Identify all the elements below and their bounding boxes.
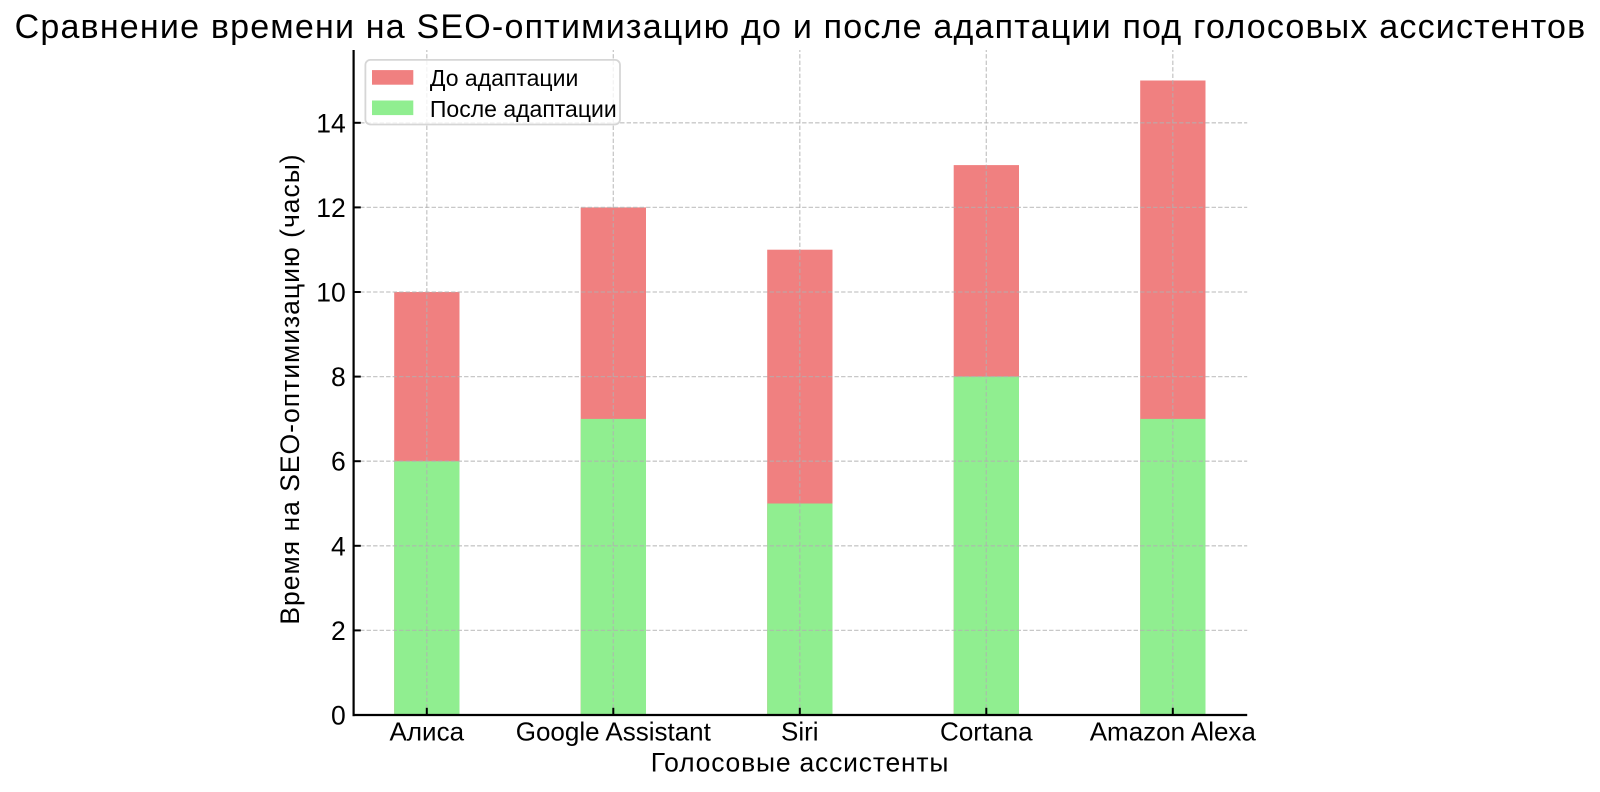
svg-text:8: 8 <box>331 362 346 392</box>
svg-text:До адаптации: До адаптации <box>430 65 578 91</box>
svg-text:14: 14 <box>316 108 345 138</box>
svg-text:Голосовые ассистенты: Голосовые ассистенты <box>651 747 949 777</box>
svg-text:После адаптации: После адаптации <box>430 96 617 122</box>
svg-text:2: 2 <box>331 616 346 646</box>
svg-text:10: 10 <box>316 278 345 308</box>
svg-text:6: 6 <box>331 447 346 477</box>
svg-text:Cortana: Cortana <box>940 717 1033 747</box>
svg-text:4: 4 <box>331 531 346 561</box>
svg-text:0: 0 <box>331 701 346 731</box>
svg-text:Amazon Alexa: Amazon Alexa <box>1090 717 1257 747</box>
svg-text:Сравнение времени на SEO-оптим: Сравнение времени на SEO-оптимизацию до … <box>15 8 1587 46</box>
svg-text:Google Assistant: Google Assistant <box>516 717 712 747</box>
svg-text:12: 12 <box>316 193 345 223</box>
svg-text:Алиса: Алиса <box>390 717 465 747</box>
svg-text:Siri: Siri <box>781 717 819 747</box>
svg-text:Время на SEO-оптимизацию (часы: Время на SEO-оптимизацию (часы) <box>275 153 305 624</box>
